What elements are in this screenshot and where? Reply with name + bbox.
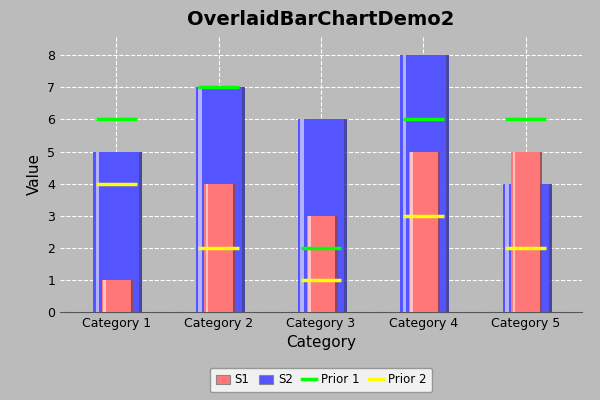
Bar xyxy=(403,55,449,312)
Bar xyxy=(207,184,235,312)
Bar xyxy=(505,184,509,312)
Bar xyxy=(205,184,233,312)
Bar xyxy=(506,184,552,312)
Bar xyxy=(309,216,338,312)
Bar xyxy=(103,280,106,312)
Bar xyxy=(511,152,540,312)
Bar xyxy=(97,152,142,312)
Bar xyxy=(199,87,245,312)
Bar xyxy=(102,280,131,312)
Legend: S1, S2, Prior 1, Prior 2: S1, S2, Prior 1, Prior 2 xyxy=(210,368,432,392)
Bar xyxy=(514,152,542,312)
Bar xyxy=(412,152,440,312)
Bar xyxy=(301,120,347,312)
Bar xyxy=(307,216,335,312)
Bar xyxy=(104,280,133,312)
Bar xyxy=(300,120,304,312)
Bar xyxy=(403,55,406,312)
Bar xyxy=(503,184,549,312)
Bar xyxy=(512,152,515,312)
Bar xyxy=(400,55,446,312)
Title: OverlaidBarChartDemo2: OverlaidBarChartDemo2 xyxy=(187,10,455,29)
Bar xyxy=(196,87,242,312)
X-axis label: Category: Category xyxy=(286,336,356,350)
Y-axis label: Value: Value xyxy=(26,153,41,195)
Bar xyxy=(308,216,311,312)
Bar xyxy=(198,87,202,312)
Bar xyxy=(93,152,139,312)
Bar xyxy=(409,152,437,312)
Bar xyxy=(95,152,99,312)
Bar xyxy=(206,184,208,312)
Bar xyxy=(298,120,344,312)
Bar xyxy=(410,152,413,312)
